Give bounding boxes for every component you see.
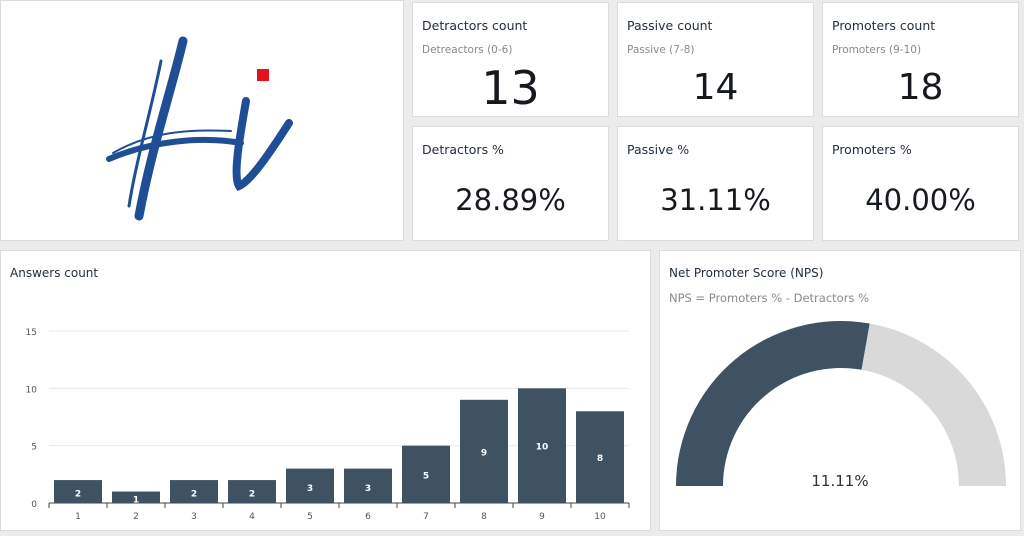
card-title: Detractors %: [422, 142, 504, 157]
x-tick-label: 10: [594, 512, 606, 522]
card-value: 18: [897, 67, 944, 108]
card-value: 13: [481, 61, 540, 115]
x-tick-label: 7: [423, 512, 429, 522]
bar-data-label: 1: [133, 495, 139, 505]
promoters-count-card: Promoters count Promoters (9-10) 18: [822, 2, 1019, 117]
bar-data-label: 5: [423, 471, 429, 481]
card-title: Promoters %: [832, 142, 912, 157]
y-tick-label: 5: [31, 443, 37, 453]
bar: [228, 480, 276, 503]
bar-data-label: 2: [249, 490, 255, 500]
x-tick-label: 1: [75, 512, 81, 522]
gauge-fill: [676, 320, 870, 486]
card-title: Promoters count: [832, 18, 936, 33]
card-title: Passive %: [627, 142, 690, 157]
bar-data-label: 10: [536, 443, 549, 453]
nps-gauge: [676, 320, 1006, 486]
card-subtitle: Promoters (9-10): [832, 44, 922, 56]
card-subtitle: Passive (7-8): [627, 44, 695, 56]
bar: [576, 411, 624, 503]
card-title: Passive count: [627, 18, 713, 33]
bar: [112, 491, 160, 503]
gauge-subtitle: NPS = Promoters % - Detractors %: [669, 291, 869, 305]
nps-panel: Net Promoter Score (NPS) NPS = Promoters…: [659, 250, 1021, 531]
card-value: 40.00%: [865, 183, 976, 217]
answers-bar-chart: 0 5 10 15 2 1 1 2 2 3 2 4 3 5 3 6 5 7 9 8 10 9 8 10: [26, 328, 630, 522]
gauge-title: Net Promoter Score (NPS): [669, 266, 824, 280]
y-tick-label: 15: [26, 328, 37, 338]
bar: [518, 388, 566, 503]
bar-data-label: 2: [191, 490, 197, 500]
passive-count-card: Passive count Passive (7-8) 14: [617, 2, 814, 117]
y-tick-label: 10: [26, 385, 38, 395]
x-tick-label: 8: [481, 512, 487, 522]
card-value: 31.11%: [660, 183, 771, 217]
hi-logo: [106, 36, 293, 221]
card-value: 28.89%: [455, 183, 566, 217]
card-value: 14: [692, 67, 739, 108]
chart-title: Answers count: [10, 266, 99, 280]
x-tick-label: 2: [133, 512, 139, 522]
gauge-value: 11.11%: [811, 472, 869, 490]
x-tick-label: 3: [191, 512, 197, 522]
promoters-pct-card: Promoters % 40.00%: [822, 126, 1019, 241]
x-tick-label: 6: [365, 512, 371, 522]
bar: [344, 468, 392, 503]
bar: [54, 480, 102, 503]
bar: [286, 468, 334, 503]
x-tick-label: 5: [307, 512, 313, 522]
card-title: Detractors count: [422, 18, 528, 33]
card-subtitle: Detreactors (0-6): [422, 44, 513, 56]
bar: [170, 480, 218, 503]
answers-count-panel: Answers count 0 5 10 15 2 1 1 2 2 3 2 4 3 5 3 6 5 7 9 8 10 9 8…: [0, 250, 651, 531]
detractors-count-card: Detractors count Detreactors (0-6) 13: [412, 2, 609, 117]
bar-data-label: 9: [481, 448, 487, 458]
detractors-pct-card: Detractors % 28.89%: [412, 126, 609, 241]
passive-pct-card: Passive % 31.11%: [617, 126, 814, 241]
bar-data-label: 2: [75, 490, 81, 500]
bar-data-label: 8: [597, 454, 603, 464]
gauge-track: [861, 323, 1006, 486]
x-tick-label: 4: [249, 512, 255, 522]
y-tick-label: 0: [31, 500, 37, 510]
bar: [460, 399, 508, 503]
bar: [402, 445, 450, 503]
bar-data-label: 3: [365, 484, 371, 494]
logo-panel: [0, 0, 404, 241]
x-tick-label: 9: [539, 512, 545, 522]
bar-data-label: 3: [307, 484, 313, 494]
